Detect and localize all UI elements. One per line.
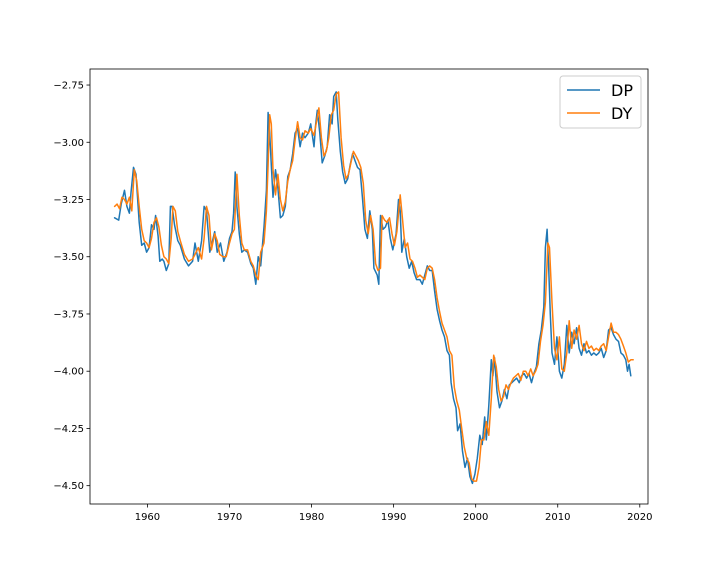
y-axis: −2.75 −3.00 −3.25 −3.50 −3.75 −4.00 −4.25 −4.50 xyxy=(53,81,90,492)
series-line-dy xyxy=(113,91,634,482)
plot-frame xyxy=(89,68,649,505)
y-tick-label: −3.50 xyxy=(53,252,84,263)
y-tick-label: −3.00 xyxy=(53,138,84,149)
x-tick-label: 2020 xyxy=(627,512,652,523)
y-tick-label: −3.75 xyxy=(53,309,84,320)
x-tick-label: 1990 xyxy=(381,512,406,523)
legend-label-dp: DP xyxy=(611,81,633,100)
x-tick-label: 1980 xyxy=(299,512,324,523)
series-lines xyxy=(113,91,634,485)
legend-box xyxy=(559,75,642,129)
y-tick-label: −2.75 xyxy=(53,81,84,92)
x-tick-label: 1970 xyxy=(217,512,242,523)
y-tick-label: −4.50 xyxy=(53,481,84,492)
x-tick-label: 1960 xyxy=(135,512,160,523)
x-tick-label: 2000 xyxy=(463,512,488,523)
y-tick-label: −4.00 xyxy=(53,367,84,378)
legend: DP DY xyxy=(559,75,642,129)
legend-label-dy: DY xyxy=(611,104,632,123)
x-tick-label: 2010 xyxy=(545,512,570,523)
x-axis: 1960 1970 1980 1990 2000 2010 2020 xyxy=(135,504,653,523)
y-tick-label: −3.25 xyxy=(53,195,84,206)
y-tick-label: −4.25 xyxy=(53,424,84,435)
